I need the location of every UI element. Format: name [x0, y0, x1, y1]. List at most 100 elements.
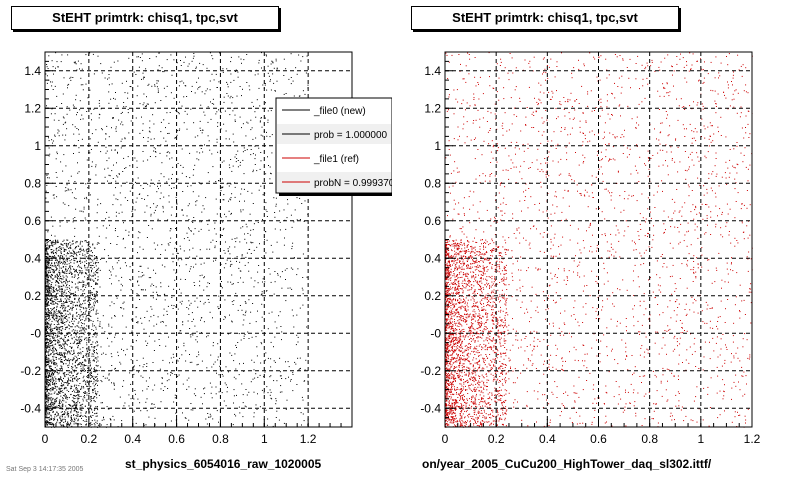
scatter-point [68, 358, 70, 360]
scatter-point [51, 262, 53, 264]
scatter-point [223, 250, 225, 251]
scatter-point [75, 333, 77, 335]
scatter-point [121, 276, 123, 278]
scatter-point [61, 368, 63, 369]
scatter-point [238, 333, 240, 335]
scatter-point [48, 344, 50, 346]
scatter-point [65, 249, 67, 251]
scatter-point [261, 293, 263, 295]
scatter-point [218, 374, 220, 376]
scatter-point [95, 284, 97, 285]
scatter-point [78, 385, 80, 387]
scatter-point [90, 309, 92, 311]
scatter-point [56, 274, 58, 276]
scatter-point [199, 285, 201, 287]
scatter-point [272, 62, 274, 64]
scatter-point [95, 256, 97, 258]
scatter-point [76, 397, 78, 399]
scatter-point [77, 390, 79, 392]
scatter-point [81, 294, 83, 296]
scatter-point [95, 326, 97, 328]
y-tick-label: 0.2 [24, 289, 41, 303]
scatter-point [257, 376, 259, 378]
scatter-point [47, 379, 48, 381]
scatter-point [147, 137, 149, 139]
scatter-point [68, 325, 70, 327]
scatter-point [166, 85, 168, 87]
scatter-point [71, 346, 73, 348]
scatter-point [45, 420, 47, 422]
scatter-point [64, 322, 66, 323]
scatter-point [76, 380, 78, 382]
scatter-point [84, 405, 86, 407]
scatter-point [77, 286, 79, 288]
scatter-point [288, 366, 290, 368]
scatter-point [49, 312, 51, 314]
scatter-point [130, 383, 132, 385]
scatter-point [67, 339, 69, 341]
scatter-point [261, 220, 263, 222]
scatter-point [53, 350, 55, 352]
scatter-point [58, 135, 60, 137]
scatter-point [234, 196, 236, 198]
scatter-point [242, 402, 244, 404]
scatter-point [52, 349, 54, 351]
scatter-point [47, 406, 49, 407]
scatter-point [137, 294, 139, 296]
scatter-point [46, 336, 47, 337]
scatter-point [54, 255, 55, 257]
scatter-point [223, 267, 225, 269]
scatter-point [203, 208, 205, 210]
scatter-point [226, 81, 228, 83]
scatter-point [46, 420, 48, 421]
scatter-point [71, 359, 73, 361]
scatter-point [71, 255, 73, 257]
scatter-point [75, 208, 77, 210]
scatter-point [78, 397, 80, 399]
scatter-point [460, 336, 462, 338]
scatter-point [60, 280, 62, 282]
scatter-point [74, 260, 76, 262]
scatter-point [209, 80, 211, 82]
scatter-point [47, 328, 49, 330]
scatter-point [193, 55, 195, 57]
scatter-point [188, 227, 189, 229]
scatter-point [59, 423, 61, 425]
scatter-point [60, 395, 62, 397]
scatter-point [189, 361, 191, 363]
scatter-point [47, 364, 48, 366]
scatter-point [115, 128, 117, 130]
scatter-point [45, 327, 47, 329]
scatter-point [67, 314, 69, 316]
scatter-point [62, 399, 63, 401]
scatter-point [59, 415, 61, 417]
scatter-point [153, 150, 155, 152]
scatter-point [65, 393, 66, 395]
scatter-point [182, 191, 184, 192]
scatter-point [142, 289, 144, 291]
scatter-point [230, 199, 232, 201]
scatter-point [73, 144, 75, 146]
scatter-point [445, 400, 447, 402]
scatter-point [109, 278, 111, 279]
scatter-point [69, 352, 71, 354]
scatter-point [140, 317, 142, 319]
scatter-point [74, 378, 76, 380]
scatter-point [75, 270, 77, 271]
scatter-point [71, 192, 73, 194]
scatter-point [47, 376, 49, 378]
scatter-point [47, 287, 49, 289]
scatter-point [502, 371, 504, 372]
scatter-point [56, 61, 58, 63]
scatter-point [57, 331, 59, 333]
scatter-point [248, 338, 250, 339]
scatter-point [95, 311, 97, 313]
scatter-point [153, 138, 155, 140]
scatter-point [86, 252, 88, 254]
scatter-point [64, 317, 66, 319]
scatter-point [87, 248, 89, 250]
scatter-point [96, 345, 98, 347]
scatter-point [82, 286, 84, 288]
scatter-point [67, 382, 69, 384]
scatter-point [56, 336, 58, 338]
